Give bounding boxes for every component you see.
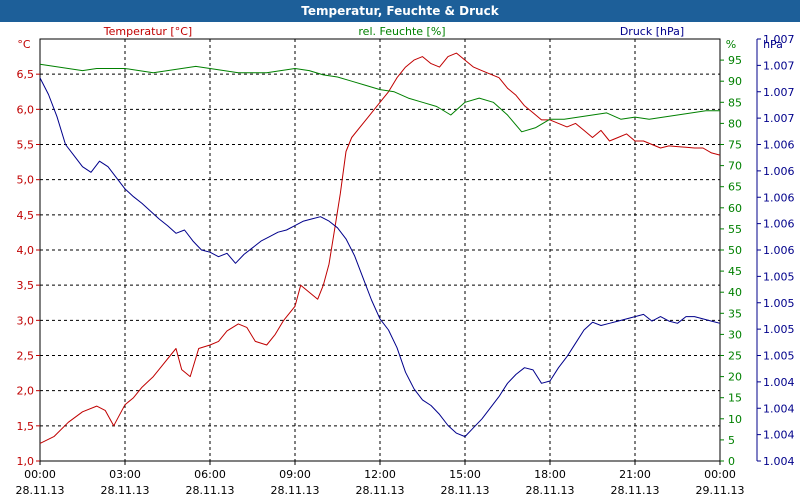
pressure-tick-label: 1.007 — [763, 112, 795, 125]
x-tick-label: 00:00 — [24, 468, 56, 481]
x-tick-label: 03:00 — [109, 468, 141, 481]
humidity-tick-label: 80 — [728, 117, 742, 130]
pressure-tick-label: 1.004 — [763, 429, 795, 442]
temp-tick-label: 4,5 — [17, 209, 35, 222]
pressure-tick-label: 1.006 — [763, 244, 795, 257]
humidity-tick-label: 5 — [728, 434, 735, 447]
x-tick-label: 21:00 — [619, 468, 651, 481]
temperature-axis-label: Temperatur [°C] — [103, 25, 192, 38]
pressure-tick-label: 1.004 — [763, 376, 795, 389]
pressure-tick-label: 1.005 — [763, 297, 795, 310]
humidity-tick-label: 45 — [728, 265, 742, 278]
x-date-label: 28.11.13 — [271, 484, 320, 497]
humidity-tick-label: 15 — [728, 392, 742, 405]
x-date-label: 28.11.13 — [356, 484, 405, 497]
temperature-unit: °C — [17, 38, 31, 51]
temp-tick-label: 2,5 — [17, 350, 35, 363]
temp-tick-label: 6,0 — [17, 103, 35, 116]
x-date-label: 28.11.13 — [441, 484, 490, 497]
x-date-label: 28.11.13 — [101, 484, 150, 497]
humidity-tick-label: 60 — [728, 202, 742, 215]
temp-tick-label: 6,5 — [17, 68, 35, 81]
x-date-label: 28.11.13 — [526, 484, 575, 497]
humidity-tick-label: 25 — [728, 350, 742, 363]
humidity-tick-label: 40 — [728, 286, 742, 299]
pressure-tick-label: 1.007 — [763, 59, 795, 72]
pressure-tick-label: 1.007 — [763, 86, 795, 99]
x-date-label: 28.11.13 — [16, 484, 65, 497]
pressure-tick-label: 1.006 — [763, 191, 795, 204]
pressure-tick-label: 1.005 — [763, 350, 795, 363]
humidity-tick-label: 90 — [728, 75, 742, 88]
chart-area: 1,0 1,5 2,0 2,5 3,0 3,5 4,0 4,5 5,0 5,5 6,0 6,5 0 5 1… — [16, 25, 795, 497]
x-tick-label: 15:00 — [449, 468, 481, 481]
temp-tick-label: 5,0 — [17, 174, 35, 187]
pressure-tick-label: 1.007 — [763, 33, 795, 46]
pressure-tick-label: 1.005 — [763, 270, 795, 283]
x-tick-label: 00:00 — [704, 468, 736, 481]
pressure-tick-label: 1.004 — [763, 455, 795, 468]
humidity-tick-label: 55 — [728, 223, 742, 236]
humidity-tick-label: 50 — [728, 244, 742, 257]
temperature-series-line — [39, 52, 721, 444]
humidity-axis: 0 5 10 15 20 25 30 35 40 45 50 55 60 65 70 75 80 85 90 95 — [720, 54, 742, 468]
x-tick-label: 06:00 — [194, 468, 226, 481]
gridlines — [40, 39, 720, 461]
x-date-label: 28.11.13 — [611, 484, 660, 497]
series-lines — [39, 52, 721, 444]
humidity-tick-label: 65 — [728, 181, 742, 194]
pressure-tick-label: 1.006 — [763, 165, 795, 178]
humidity-tick-label: 0 — [728, 455, 735, 468]
x-tick-label: 09:00 — [279, 468, 311, 481]
x-date-label: 28.11.13 — [186, 484, 235, 497]
temp-tick-label: 3,0 — [17, 314, 35, 327]
humidity-axis-label: rel. Feuchte [%] — [358, 25, 445, 38]
humidity-tick-label: 20 — [728, 371, 742, 384]
temp-tick-label: 1,0 — [17, 455, 35, 468]
pressure-series-line — [39, 77, 721, 438]
pressure-tick-label: 1.005 — [763, 323, 795, 336]
humidity-tick-label: 70 — [728, 160, 742, 173]
x-date-label: 29.11.13 — [696, 484, 745, 497]
chart-title: Temperatur, Feuchte & Druck — [0, 0, 800, 22]
temperature-axis: 1,0 1,5 2,0 2,5 3,0 3,5 4,0 4,5 5,0 5,5 6,0 6,5 — [17, 68, 40, 468]
humidity-tick-label: 85 — [728, 96, 742, 109]
pressure-axis-label: Druck [hPa] — [620, 25, 684, 38]
humidity-tick-label: 10 — [728, 413, 742, 426]
x-tick-label: 18:00 — [534, 468, 566, 481]
humidity-unit: % — [726, 38, 736, 51]
pressure-unit: hPa — [763, 38, 783, 51]
x-tick-label: 12:00 — [364, 468, 396, 481]
humidity-tick-label: 35 — [728, 307, 742, 320]
pressure-axis: 1.004 1.004 1.004 1.004 1.005 1.005 1.005 1.005… — [756, 33, 795, 468]
temp-tick-label: 2,0 — [17, 385, 35, 398]
time-axis: 00:00 28.11.13 03:00 28.11.13 06:00 28.11.13 0… — [16, 461, 745, 497]
humidity-tick-label: 30 — [728, 328, 742, 341]
pressure-tick-label: 1.004 — [763, 402, 795, 415]
temp-tick-label: 3,5 — [17, 279, 35, 292]
temp-tick-label: 4,0 — [17, 244, 35, 257]
pressure-tick-label: 1.006 — [763, 139, 795, 152]
humidity-tick-label: 95 — [728, 54, 742, 67]
humidity-series-line — [39, 63, 720, 133]
temp-tick-label: 1,5 — [17, 420, 35, 433]
temp-tick-label: 5,5 — [17, 139, 35, 152]
humidity-tick-label: 75 — [728, 139, 742, 152]
pressure-tick-label: 1.006 — [763, 218, 795, 231]
